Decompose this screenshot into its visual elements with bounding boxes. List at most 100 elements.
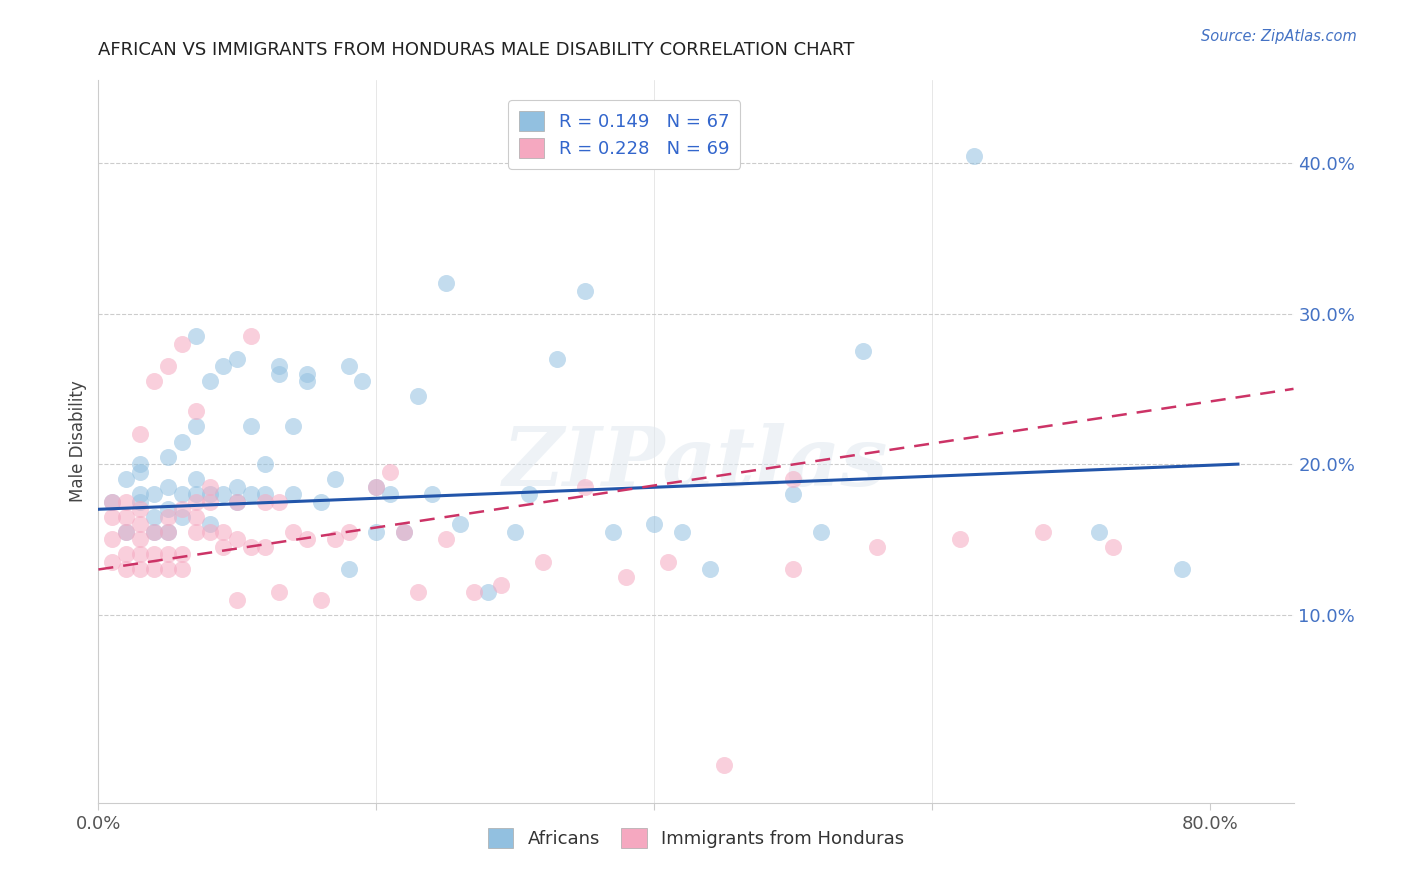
Point: [143, 487, 166, 501]
Point: [392, 524, 415, 539]
Point: [129, 533, 152, 547]
Point: [1102, 540, 1125, 554]
Point: [129, 465, 152, 479]
Point: [115, 548, 138, 562]
Point: [156, 524, 179, 539]
Point: [643, 517, 665, 532]
Point: [602, 524, 624, 539]
Point: [254, 540, 277, 554]
Point: [129, 457, 152, 471]
Point: [782, 487, 804, 501]
Point: [129, 487, 152, 501]
Text: AFRICAN VS IMMIGRANTS FROM HONDURAS MALE DISABILITY CORRELATION CHART: AFRICAN VS IMMIGRANTS FROM HONDURAS MALE…: [98, 41, 855, 59]
Point: [295, 375, 318, 389]
Point: [240, 540, 263, 554]
Point: [366, 524, 388, 539]
Point: [240, 329, 263, 343]
Point: [156, 562, 179, 576]
Point: [212, 487, 235, 501]
Point: [963, 148, 986, 162]
Point: [129, 548, 152, 562]
Point: [352, 375, 374, 389]
Point: [699, 562, 721, 576]
Point: [198, 517, 221, 532]
Point: [115, 524, 138, 539]
Point: [574, 480, 596, 494]
Y-axis label: Male Disability: Male Disability: [69, 381, 87, 502]
Point: [505, 524, 527, 539]
Point: [198, 480, 221, 494]
Point: [420, 487, 443, 501]
Point: [156, 502, 179, 516]
Point: [184, 404, 207, 418]
Point: [254, 494, 277, 508]
Point: [949, 533, 972, 547]
Point: [546, 351, 568, 366]
Point: [143, 375, 166, 389]
Point: [101, 509, 124, 524]
Point: [115, 562, 138, 576]
Point: [1032, 524, 1054, 539]
Point: [852, 344, 875, 359]
Point: [226, 494, 249, 508]
Point: [380, 487, 402, 501]
Point: [491, 577, 513, 591]
Point: [295, 533, 318, 547]
Point: [226, 351, 249, 366]
Point: [184, 494, 207, 508]
Point: [281, 419, 304, 434]
Point: [101, 555, 124, 569]
Point: [366, 480, 388, 494]
Point: [115, 509, 138, 524]
Point: [449, 517, 471, 532]
Point: [323, 533, 346, 547]
Point: [616, 570, 638, 584]
Point: [212, 540, 235, 554]
Point: [531, 555, 554, 569]
Point: [657, 555, 679, 569]
Point: [267, 367, 290, 381]
Point: [170, 548, 193, 562]
Point: [170, 509, 193, 524]
Point: [782, 562, 804, 576]
Point: [392, 524, 415, 539]
Point: [170, 434, 193, 449]
Text: Source: ZipAtlas.com: Source: ZipAtlas.com: [1201, 29, 1357, 44]
Point: [184, 509, 207, 524]
Point: [713, 758, 735, 772]
Point: [240, 419, 263, 434]
Point: [254, 487, 277, 501]
Point: [156, 509, 179, 524]
Point: [434, 277, 457, 291]
Point: [129, 502, 152, 516]
Point: [143, 548, 166, 562]
Point: [129, 494, 152, 508]
Legend: Africans, Immigrants from Honduras: Africans, Immigrants from Honduras: [477, 817, 915, 859]
Point: [226, 533, 249, 547]
Point: [212, 359, 235, 374]
Point: [101, 533, 124, 547]
Point: [1171, 562, 1194, 576]
Point: [184, 329, 207, 343]
Point: [782, 472, 804, 486]
Point: [810, 524, 832, 539]
Point: [337, 359, 360, 374]
Point: [156, 548, 179, 562]
Point: [406, 389, 429, 403]
Point: [295, 367, 318, 381]
Point: [129, 427, 152, 442]
Point: [267, 494, 290, 508]
Point: [198, 487, 221, 501]
Point: [281, 524, 304, 539]
Point: [671, 524, 693, 539]
Point: [226, 592, 249, 607]
Point: [380, 465, 402, 479]
Point: [143, 509, 166, 524]
Point: [337, 562, 360, 576]
Point: [129, 517, 152, 532]
Point: [156, 480, 179, 494]
Point: [309, 592, 332, 607]
Point: [170, 336, 193, 351]
Point: [267, 359, 290, 374]
Point: [143, 562, 166, 576]
